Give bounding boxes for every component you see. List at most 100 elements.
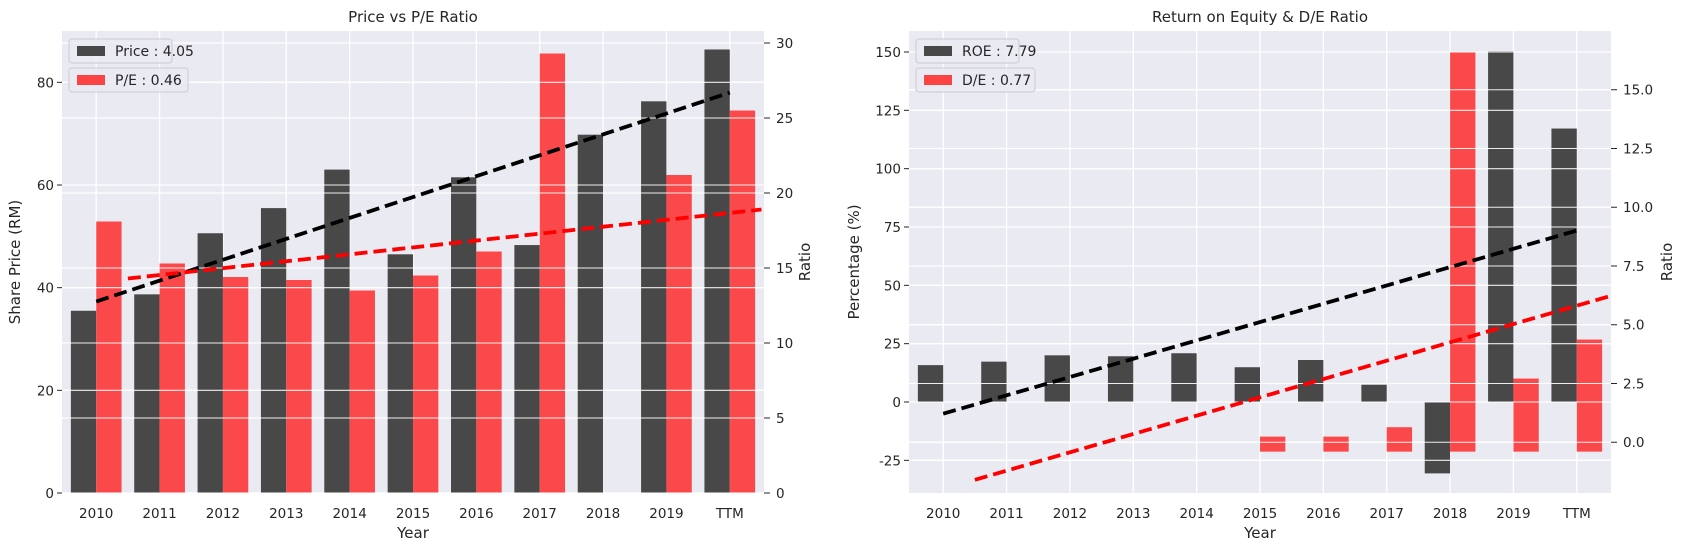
x-tick-label: TTM	[715, 506, 744, 522]
y-tick-label-left: -25	[879, 453, 901, 469]
bar-left-2012	[1044, 355, 1070, 402]
x-tick-label: 2012	[206, 506, 240, 522]
bar-right-2018	[1450, 52, 1476, 452]
chart-2: 2010 2011 2012 2013 2014 2015 2016 2017 2018 2019…	[845, 8, 1676, 542]
y-tick-label-left: 25	[884, 337, 901, 353]
y-tick-label-left: 75	[884, 220, 901, 236]
trendline-right	[127, 207, 762, 281]
x-tick-label: 2015	[1243, 506, 1277, 522]
bar-right-2014	[349, 290, 375, 493]
legend-box	[68, 67, 189, 93]
y-tick-label-right: 12.5	[1623, 141, 1653, 157]
x-tick-label: 2014	[332, 506, 366, 522]
y-tick-label-left: 100	[875, 162, 901, 178]
chart-1: 2010 2011 2012 2013 2014 2015 2016 2017 2018 2019…	[6, 8, 814, 542]
y-axis-label-right: Ratio	[1658, 243, 1676, 282]
x-tick-label: 2011	[989, 506, 1023, 522]
bar-left-2013	[260, 208, 287, 493]
trendline-right	[974, 294, 1609, 482]
legend-entry: ROE : 7.79	[915, 38, 1036, 64]
y-tick-label-right: 15.0	[1623, 83, 1653, 99]
bar-left-2019	[641, 101, 667, 494]
x-tick-label: 2017	[1370, 506, 1404, 522]
x-tick-label: 2014	[1179, 506, 1213, 522]
y-tick-label-left: 80	[37, 75, 54, 91]
bar-left-2012	[197, 233, 223, 493]
bar-left-2010	[70, 310, 97, 493]
bar-right-2016	[476, 251, 502, 493]
legend-label: D/E : 0.77	[962, 73, 1031, 89]
y-tick-label-right: 0.0	[1623, 435, 1644, 451]
bar-left-TTM	[1551, 128, 1577, 403]
trendline-left	[95, 90, 731, 304]
y-tick-label-right: 15	[776, 261, 793, 277]
bar-right-2019	[1513, 378, 1539, 452]
x-tick-label: 2010	[926, 506, 960, 522]
bar-left-TTM	[704, 49, 730, 493]
bar-right-2015	[1260, 436, 1286, 452]
x-tick-label: 2010	[79, 506, 113, 522]
legend-entry: P/E : 0.46	[68, 67, 189, 93]
bar-left-2016	[451, 177, 477, 494]
chart-title: Return on Equity & D/E Ratio	[1152, 8, 1368, 26]
x-tick-label: 2013	[269, 506, 303, 522]
y-tick-label-right: 10.0	[1623, 200, 1653, 216]
x-tick-label: 2011	[142, 506, 176, 522]
y-tick-label-right: 20	[776, 186, 793, 202]
bar-right-2019	[666, 175, 692, 493]
legend-box	[68, 38, 173, 64]
legend-swatch	[924, 46, 952, 56]
y-tick-label-left: 0	[45, 486, 54, 502]
bar-right-2015	[413, 275, 439, 493]
y-tick-label-left: 0	[892, 395, 901, 411]
x-tick-label: 2015	[396, 506, 430, 522]
legend-label: Price : 4.05	[115, 44, 194, 60]
x-tick-label: 2018	[586, 506, 620, 522]
bar-left-2015	[1234, 367, 1260, 402]
legend-label: P/E : 0.46	[115, 73, 182, 89]
chart-title: Price vs P/E Ratio	[348, 8, 478, 26]
bar-right-TTM	[1576, 339, 1603, 452]
bar-right-2011	[159, 263, 185, 493]
legend-label: ROE : 7.79	[962, 44, 1036, 60]
bar-left-2015	[387, 254, 413, 493]
legend-entry: Price : 4.05	[68, 38, 194, 64]
bar-right-2010	[96, 221, 122, 493]
x-tick-label: 2017	[523, 506, 557, 522]
bar-left-2017	[1361, 384, 1387, 402]
y-tick-label-left: 60	[37, 178, 54, 194]
bar-left-2018	[577, 134, 604, 493]
x-tick-label: 2016	[459, 506, 493, 522]
y-tick-label-right: 0	[776, 486, 785, 502]
x-tick-label: 2012	[1053, 506, 1087, 522]
x-axis-label: Year	[396, 524, 430, 542]
y-tick-label-right: 10	[776, 336, 793, 352]
legend-box	[915, 38, 1020, 64]
x-tick-label: 2019	[649, 506, 683, 522]
x-tick-label: 2016	[1306, 506, 1340, 522]
legend-swatch	[77, 46, 105, 56]
y-tick-label-left: 125	[875, 103, 901, 119]
bar-left-2011	[134, 294, 160, 493]
bar-left-2014	[324, 169, 350, 493]
y-tick-label-left: 20	[37, 383, 54, 399]
y-tick-label-right: 30	[776, 36, 793, 52]
y-axis-label: Percentage (%)	[845, 204, 863, 319]
bar-left-2014	[1171, 353, 1197, 402]
legend-swatch	[77, 75, 105, 85]
bar-right-TTM	[729, 110, 756, 493]
bar-left-2017	[514, 245, 540, 493]
y-tick-label-right: 25	[776, 111, 793, 127]
x-tick-label: 2019	[1496, 506, 1530, 522]
x-tick-label: TTM	[1562, 506, 1591, 522]
bar-left-2018	[1424, 402, 1451, 474]
x-tick-label: 2013	[1116, 506, 1150, 522]
trendline-left	[942, 228, 1578, 416]
y-tick-label-left: 50	[884, 278, 901, 294]
bar-right-2017	[539, 53, 566, 493]
y-tick-label-right: 7.5	[1623, 259, 1644, 275]
bar-right-2012	[222, 277, 249, 493]
y-tick-label-left: 150	[875, 45, 901, 61]
y-axis-label-right: Ratio	[796, 243, 814, 282]
